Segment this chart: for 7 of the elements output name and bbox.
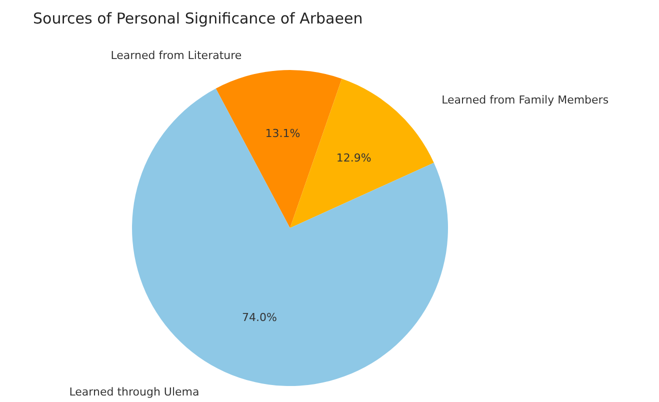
data-label: 74.0% [242, 311, 277, 324]
slice-label: Learned through Ulema [69, 385, 200, 398]
data-label: 12.9% [336, 151, 372, 164]
chart-title: Sources of Personal Significance of Arbaeen [33, 10, 363, 28]
slice-label: Learned from Family Members [442, 94, 609, 107]
slice-label: Learned from Literature [110, 49, 242, 62]
data-label: 13.1% [265, 126, 300, 140]
